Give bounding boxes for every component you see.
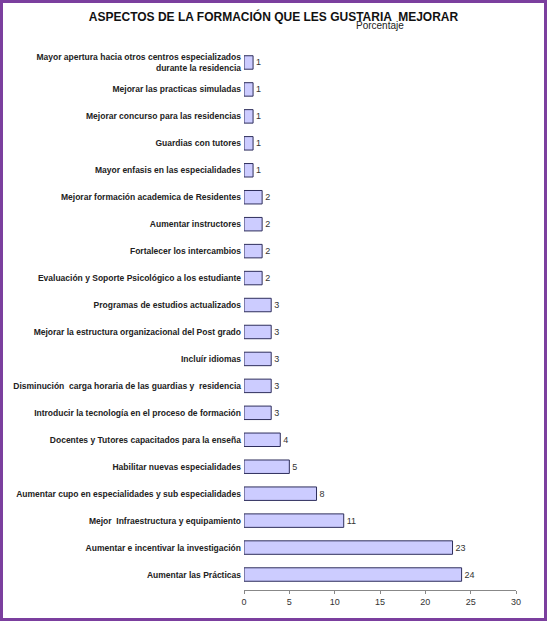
svg-text:Porcentaje: Porcentaje	[356, 20, 404, 31]
svg-text:25: 25	[466, 597, 476, 607]
svg-text:Evaluación y Soporte Psicológi: Evaluación y Soporte Psicológico a los e…	[38, 273, 241, 283]
svg-text:3: 3	[274, 300, 279, 310]
svg-text:4: 4	[283, 435, 288, 445]
svg-text:5: 5	[292, 462, 297, 472]
svg-text:Aumentar cupo en especialidade: Aumentar cupo en especialidades y sub es…	[16, 489, 241, 499]
svg-text:ASPECTOS DE LA FORMACIÓN QUE L: ASPECTOS DE LA FORMACIÓN QUE LES GUSTARI…	[89, 9, 459, 24]
svg-text:Incluír idiomas: Incluír idiomas	[181, 354, 241, 364]
svg-text:2: 2	[265, 219, 270, 229]
svg-text:20: 20	[420, 597, 430, 607]
svg-text:1: 1	[256, 138, 261, 148]
svg-text:0: 0	[241, 597, 246, 607]
svg-text:1: 1	[256, 165, 261, 175]
svg-text:Habilitar nuevas especialidade: Habilitar nuevas especialidades	[112, 462, 241, 472]
svg-text:Mejorar la estructura organiza: Mejorar la estructura organizacional del…	[34, 327, 241, 337]
svg-text:11: 11	[347, 516, 356, 526]
svg-text:30: 30	[511, 597, 521, 607]
svg-text:Introducir la tecnología en el: Introducir la tecnología en el proceso d…	[34, 408, 241, 418]
svg-text:2: 2	[265, 246, 270, 256]
svg-text:1: 1	[256, 84, 261, 94]
svg-text:1: 1	[256, 111, 261, 121]
svg-text:Fortalecer los intercambios: Fortalecer los intercambios	[130, 246, 241, 256]
svg-text:Mayor enfasis en las especiali: Mayor enfasis en las especialidades	[95, 165, 241, 175]
svg-text:Mejorar concurso para las resi: Mejorar concurso para las residencias	[86, 111, 241, 121]
svg-text:Aumentar e incentivar la inves: Aumentar e incentivar la investigación	[86, 543, 241, 553]
svg-text:Programas de estudios actualiz: Programas de estudios actualizados	[94, 300, 242, 310]
svg-text:3: 3	[274, 354, 279, 364]
svg-text:Disminución carga horaria de: Disminución carga horaria de las guardia…	[13, 381, 241, 391]
svg-text:3: 3	[274, 381, 279, 391]
svg-text:Aumentar instructores: Aumentar instructores	[150, 219, 241, 229]
svg-text:5: 5	[287, 597, 292, 607]
svg-text:8: 8	[320, 489, 325, 499]
svg-text:24: 24	[465, 570, 475, 580]
svg-text:2: 2	[265, 192, 270, 202]
svg-text:3: 3	[274, 408, 279, 418]
svg-text:Mejorar las practicas simulada: Mejorar las practicas simuladas	[112, 84, 241, 94]
svg-text:Mejor Infraestructura y equip: Mejor Infraestructura y equipamiento	[89, 516, 241, 526]
svg-text:1: 1	[256, 57, 261, 67]
svg-text:Mejorar formación academica de: Mejorar formación academica de Residente…	[61, 192, 241, 202]
svg-text:Docentes y Tutores capacitados: Docentes y Tutores capacitados para la e…	[50, 435, 241, 445]
svg-text:23: 23	[456, 543, 466, 553]
svg-text:2: 2	[265, 273, 270, 283]
svg-text:3: 3	[274, 327, 279, 337]
svg-text:Guardias con tutores: Guardias con tutores	[156, 138, 242, 148]
svg-text:Aumentar las Prácticas: Aumentar las Prácticas	[147, 570, 241, 580]
svg-text:Mayor apertura hacia otros cen: Mayor apertura hacia otros centros espec…	[36, 52, 241, 73]
svg-text:10: 10	[330, 597, 340, 607]
svg-text:15: 15	[375, 597, 385, 607]
